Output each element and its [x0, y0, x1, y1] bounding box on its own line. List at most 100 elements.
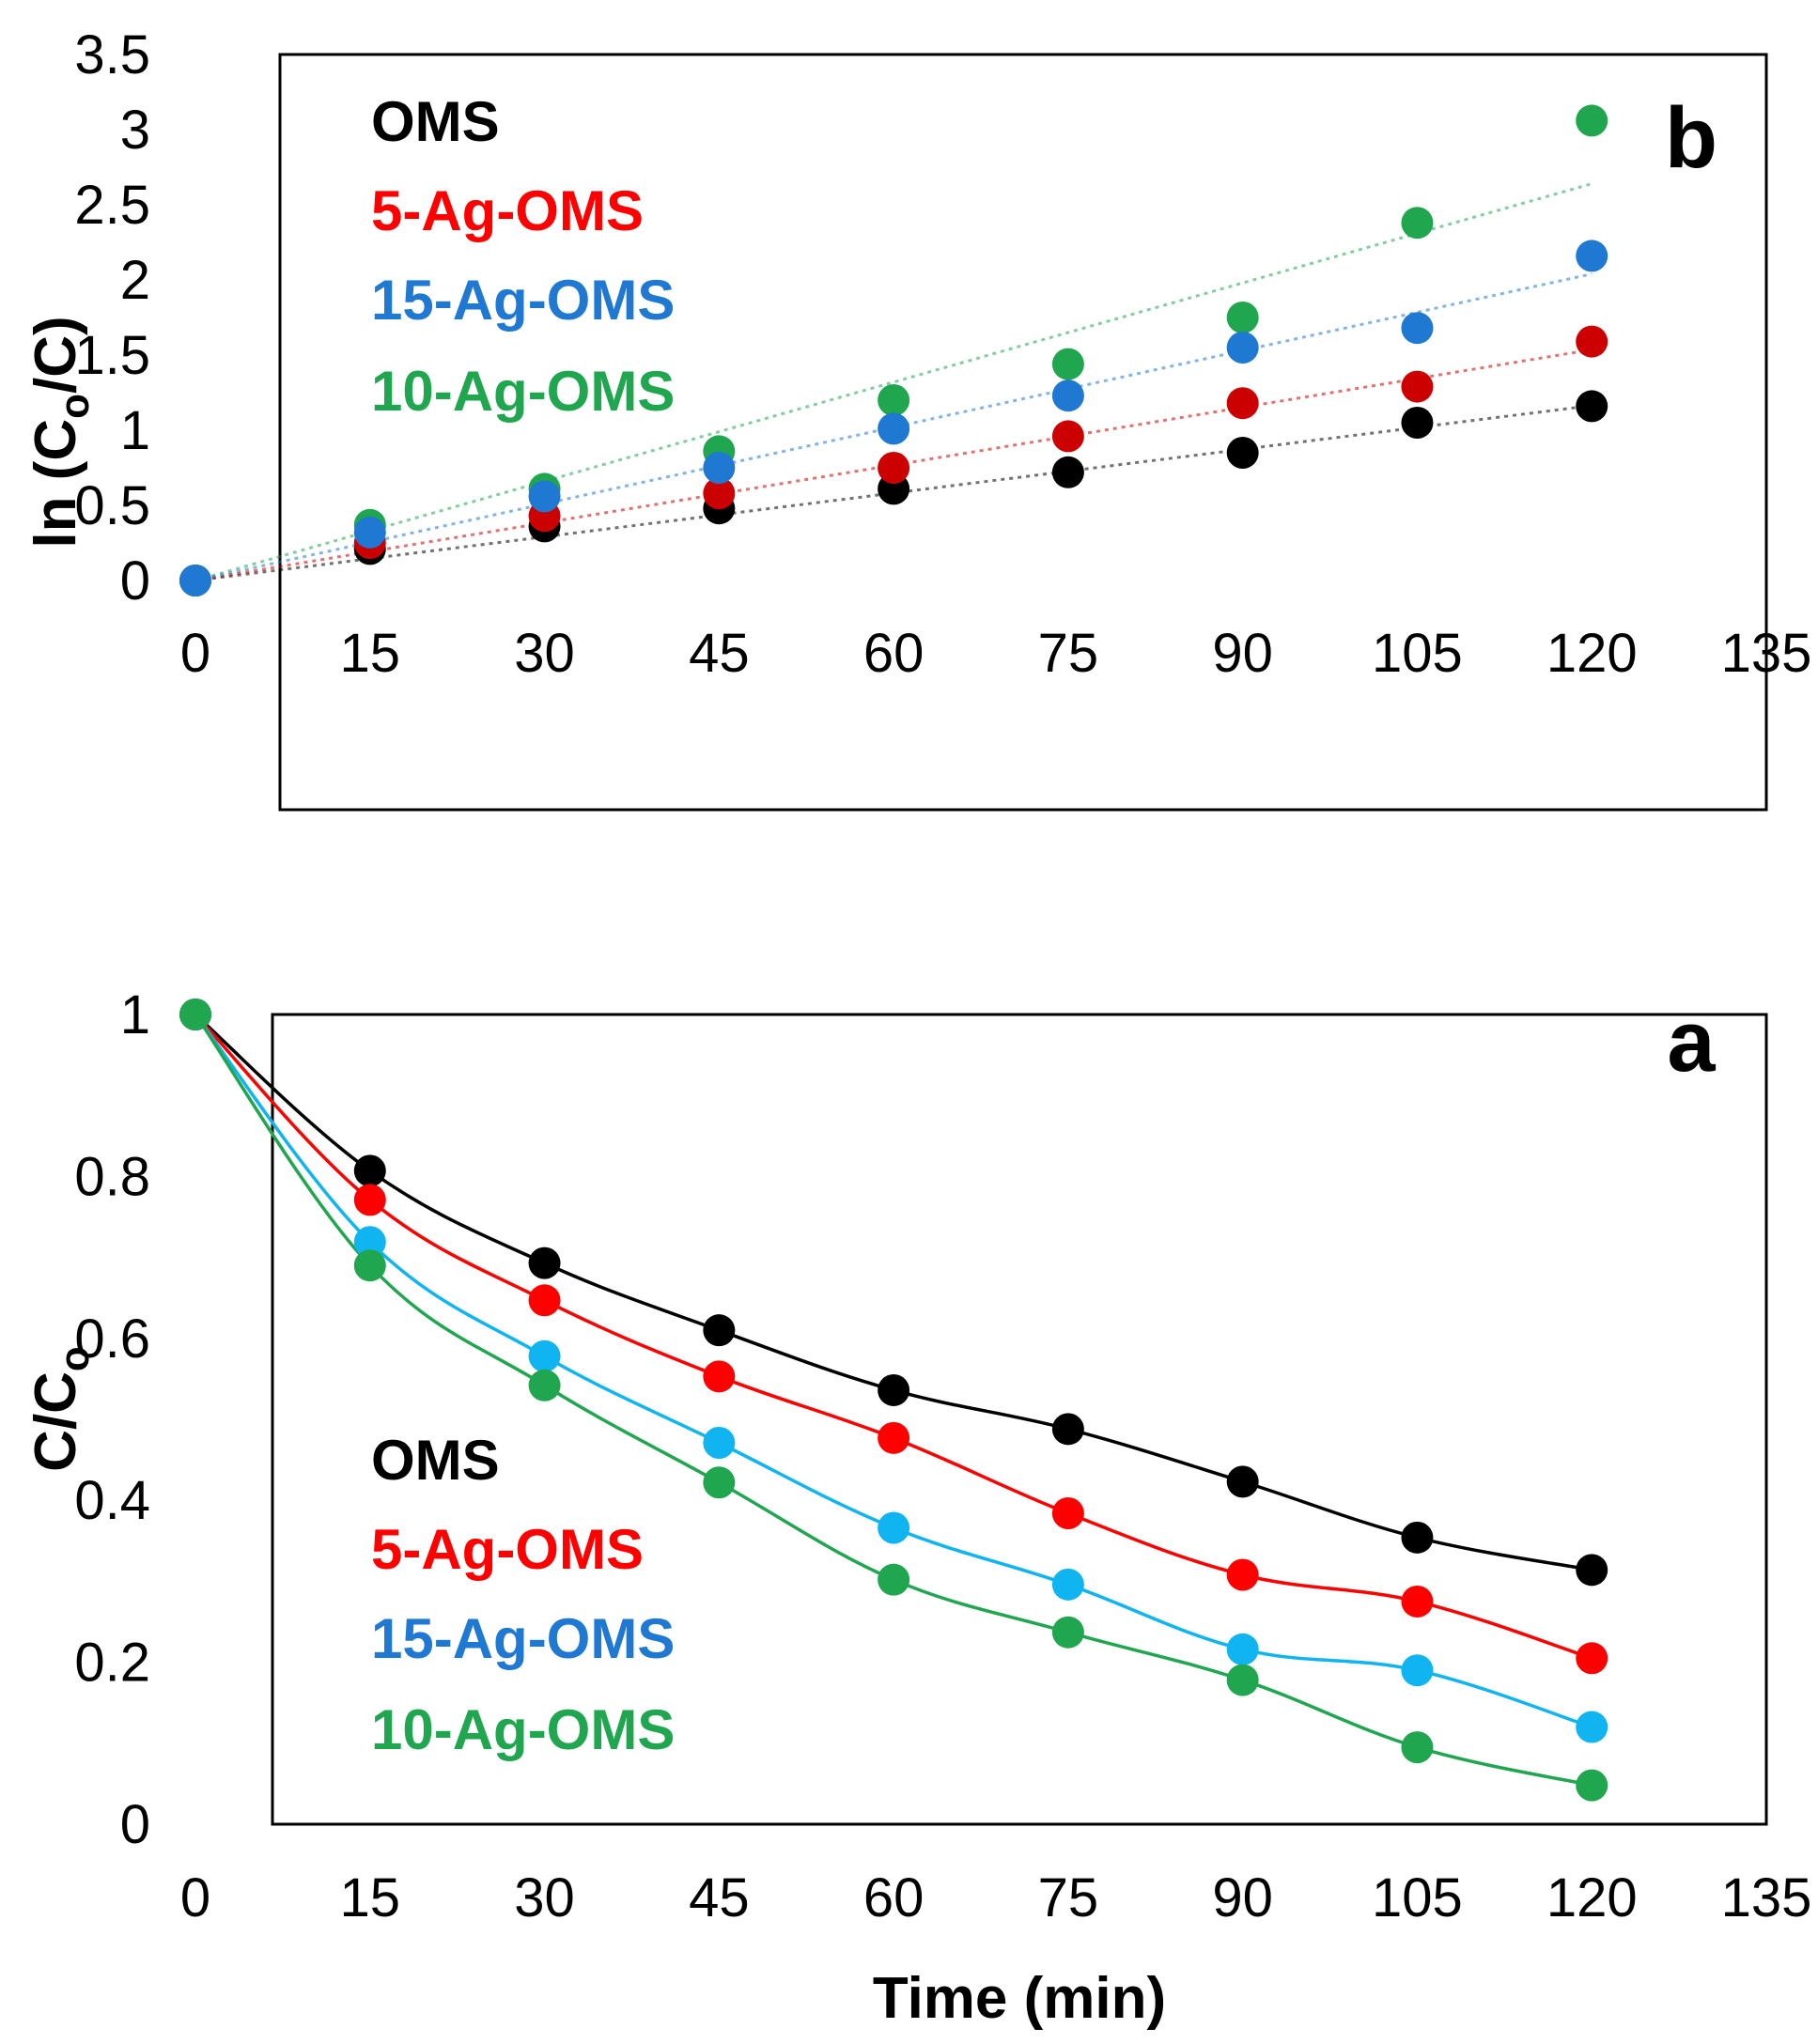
panel-b-point-15-ag-oms [353, 516, 386, 549]
panel-b-y-tick-label: 0.5 [74, 475, 150, 536]
panel-a-x-tick-label: 30 [514, 1867, 575, 1928]
panel-b-point-15-ag-oms [1576, 240, 1608, 272]
panel-a-point-10-ag-oms [878, 1563, 910, 1596]
panel-a-point-oms [1051, 1413, 1084, 1446]
panel-a-x-ticks: 0 15 30 45 60 75 90 105 120 135 [180, 1867, 1812, 1928]
panel-b-trendline-10-ag-oms [194, 182, 1593, 582]
panel-a-point-15-ag-oms [1401, 1654, 1434, 1687]
panel-a-point-10-ag-oms [1401, 1731, 1434, 1764]
panel-a-point-5-ag-oms [353, 1184, 386, 1216]
panel-a-x-tick-label: 90 [1212, 1867, 1273, 1928]
panel-a-point-5-ag-oms [1051, 1496, 1084, 1529]
panel-a-line-10-ag-oms [194, 1014, 1593, 1788]
panel-a-point-10-ag-oms [1576, 1769, 1608, 1802]
panel-a-x-tick-label: 15 [340, 1867, 401, 1928]
panel-b-point-oms [1051, 456, 1084, 488]
panel-b-point-15-ag-oms [1051, 379, 1084, 412]
panel-a-chart: 0 0.2 0.4 0.6 0.8 1 0 15 30 45 60 75 90 105 120 135 C/… [23, 984, 1811, 2031]
panel-b-point-5-ag-oms [1576, 325, 1608, 358]
panel-b-point-5-ag-oms [703, 477, 736, 510]
panel-a-point-15-ag-oms [878, 1511, 910, 1544]
panel-b-y-ticks: 0 0.5 1 1.5 2 2.5 3 3.5 [74, 24, 150, 612]
panel-b-y-tick-label: 3 [120, 100, 150, 161]
panel-b-y-tick-label: 0 [120, 550, 150, 612]
panel-b-y-tick-label: 3.5 [74, 24, 150, 85]
panel-b-y-tick-label: 1.5 [74, 325, 150, 386]
panel-a-point-5-ag-oms [528, 1284, 561, 1317]
panel-a-legend-oms: OMS [371, 1429, 500, 1492]
panel-b-x-tick-label: 0 [180, 623, 210, 684]
panel-a-point-5-ag-oms [1576, 1642, 1608, 1675]
panel-b-x-tick-label: 15 [340, 623, 401, 684]
panel-b-point-10-ag-oms [1401, 207, 1434, 240]
panel-b-x-tick-label: 120 [1546, 623, 1638, 684]
panel-a-point-oms [1401, 1521, 1434, 1554]
panel-a-legend-15-ag-oms: 15-Ag-OMS [371, 1607, 675, 1670]
panel-a-x-tick-label: 105 [1372, 1867, 1463, 1928]
panel-a-point-15-ag-oms [1051, 1568, 1084, 1601]
panel-b-point-10-ag-oms [878, 384, 910, 416]
panel-a-x-tick-label: 75 [1038, 1867, 1099, 1928]
panel-a-points [179, 999, 1608, 1802]
panel-b-point-10-ag-oms [1226, 302, 1259, 333]
panel-b-point-15-ag-oms [528, 480, 561, 513]
panel-b-point-10-ag-oms [1576, 104, 1608, 137]
panel-b-x-tick-label: 45 [689, 623, 750, 684]
panel-a-point-5-ag-oms [1401, 1585, 1434, 1618]
panel-a-plot-frame [271, 1013, 1768, 1826]
panel-a-point-15-ag-oms [703, 1426, 736, 1459]
panel-b-x-tick-label: 75 [1038, 623, 1099, 684]
panel-b-y-axis-subscript: o [52, 394, 98, 419]
panel-b-y-tick-label: 2.5 [74, 175, 150, 236]
panel-a-point-10-ag-oms [703, 1466, 736, 1499]
panel-b-x-tick-label: 135 [1721, 623, 1812, 684]
panel-a-point-10-ag-oms [179, 999, 211, 1030]
panel-b-plot-frame [278, 53, 1768, 812]
panel-b-y-tick-label: 1 [120, 400, 150, 461]
panel-a-x-tick-label: 45 [689, 1867, 750, 1928]
panel-a-point-10-ag-oms [528, 1369, 561, 1401]
panel-a-point-10-ag-oms [1226, 1664, 1259, 1696]
panel-b-legend-10-ag-oms: 10-Ag-OMS [371, 360, 675, 423]
panel-b-point-5-ag-oms [1051, 420, 1084, 453]
panel-b-legend-5-ag-oms: 5-Ag-OMS [371, 179, 644, 242]
panel-a-point-5-ag-oms [703, 1360, 736, 1393]
panel-b-x-tick-label: 30 [514, 623, 575, 684]
panel-a-y-tick-label: 1 [120, 984, 150, 1045]
panel-b-point-15-ag-oms [179, 565, 211, 596]
panel-b-point-15-ag-oms [1401, 312, 1434, 345]
panel-b-point-oms [1576, 390, 1608, 423]
panel-a-point-5-ag-oms [878, 1421, 910, 1454]
panel-a-x-tick-label: 60 [863, 1867, 925, 1928]
panel-a-point-15-ag-oms [353, 1226, 386, 1259]
panel-a-point-10-ag-oms [1051, 1616, 1084, 1649]
panel-b-trendline-15-ag-oms [194, 272, 1593, 582]
panel-a-y-axis-subscript: o [52, 1346, 98, 1371]
panel-a-y-ticks: 0 0.2 0.4 0.6 0.8 1 [74, 984, 150, 1855]
panel-a-point-oms [1226, 1465, 1259, 1498]
panel-a-y-tick-label: 0 [120, 1794, 150, 1855]
panel-b-point-15-ag-oms [878, 412, 910, 445]
panel-b-point-10-ag-oms [1051, 348, 1084, 380]
panel-b-legend-15-ag-oms: 15-Ag-OMS [371, 269, 675, 332]
panel-a-point-oms [528, 1247, 561, 1279]
panel-a-x-tick-label: 120 [1546, 1867, 1638, 1928]
panel-a-y-tick-label: 0.4 [74, 1470, 150, 1531]
panel-b-point-5-ag-oms [1401, 370, 1434, 403]
panel-b-point-oms [1226, 437, 1259, 469]
panel-b-x-tick-label: 90 [1212, 623, 1273, 684]
panel-b-x-tick-label: 105 [1372, 623, 1463, 684]
panel-b-legend: OMS 5-Ag-OMS 15-Ag-OMS 10-Ag-OMS [371, 90, 675, 423]
panel-a-point-oms [1576, 1554, 1608, 1587]
panel-b-label: b [1665, 90, 1717, 186]
panel-b-legend-oms: OMS [371, 90, 500, 153]
panel-a-x-tick-label: 0 [180, 1867, 210, 1928]
panel-a-y-axis-title: C/Co [23, 1346, 98, 1472]
panel-a-point-15-ag-oms [1226, 1633, 1259, 1665]
panel-b-point-oms [1401, 407, 1434, 439]
panel-b-x-tick-label: 60 [863, 623, 925, 684]
panel-a-y-tick-label: 0.6 [74, 1308, 150, 1370]
panel-b-x-ticks: 0 15 30 45 60 75 90 105 120 135 [180, 623, 1812, 684]
panel-a-point-oms [703, 1314, 736, 1347]
panel-a-line-15-ag-oms [194, 1013, 1593, 1729]
